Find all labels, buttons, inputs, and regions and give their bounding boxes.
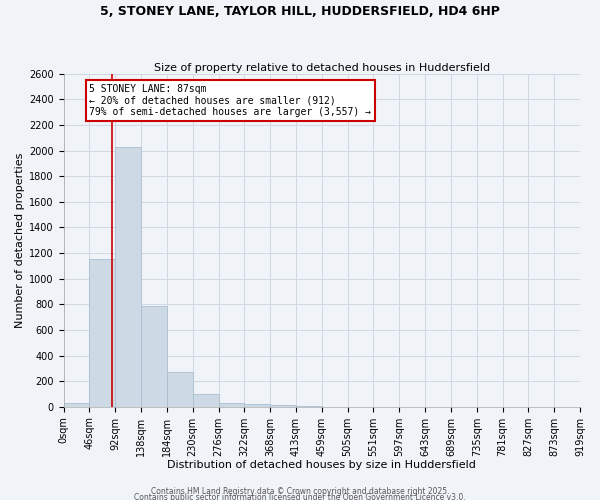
Text: Contains public sector information licensed under the Open Government Licence v3: Contains public sector information licen… [134, 492, 466, 500]
Bar [141, 306, 167, 406]
Bar [193, 394, 218, 406]
Bar [218, 403, 244, 406]
Bar [244, 404, 270, 406]
Bar [270, 405, 296, 406]
Bar [115, 147, 141, 406]
Text: 5 STONEY LANE: 87sqm
← 20% of detached houses are smaller (912)
79% of semi-deta: 5 STONEY LANE: 87sqm ← 20% of detached h… [89, 84, 371, 117]
X-axis label: Distribution of detached houses by size in Huddersfield: Distribution of detached houses by size … [167, 460, 476, 470]
Text: Contains HM Land Registry data © Crown copyright and database right 2025.: Contains HM Land Registry data © Crown c… [151, 486, 449, 496]
Bar [64, 403, 89, 406]
Bar [167, 372, 193, 406]
Text: 5, STONEY LANE, TAYLOR HILL, HUDDERSFIELD, HD4 6HP: 5, STONEY LANE, TAYLOR HILL, HUDDERSFIEL… [100, 5, 500, 18]
Title: Size of property relative to detached houses in Huddersfield: Size of property relative to detached ho… [154, 63, 490, 73]
Bar [89, 260, 115, 406]
Y-axis label: Number of detached properties: Number of detached properties [15, 152, 25, 328]
